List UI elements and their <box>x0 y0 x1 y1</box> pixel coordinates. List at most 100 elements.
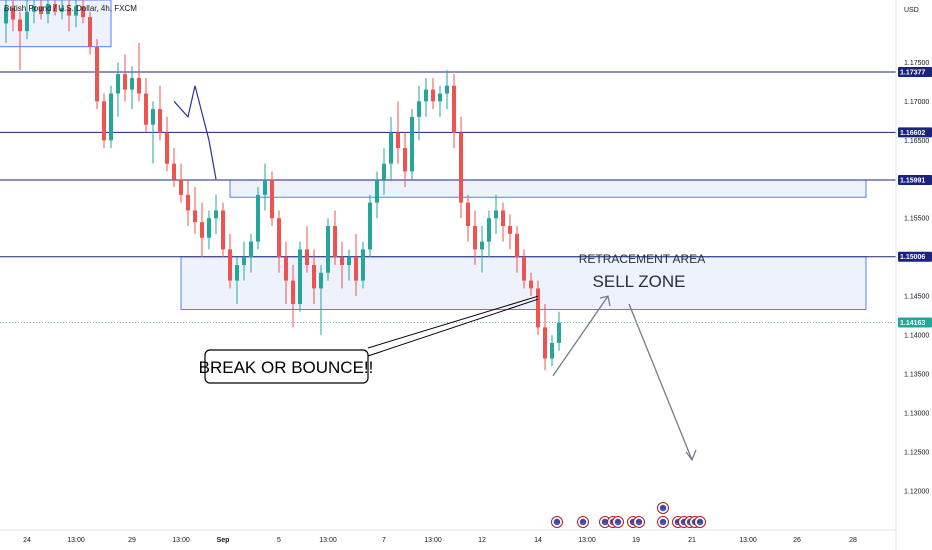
event-flag-center <box>635 518 643 526</box>
candle <box>466 194 470 242</box>
callout-frame <box>204 349 369 384</box>
candle <box>109 85 113 149</box>
event-flag-icon[interactable] <box>577 516 589 528</box>
event-flag-center <box>696 518 704 526</box>
event-flag-icon[interactable] <box>551 516 563 528</box>
candle-body <box>186 194 190 211</box>
economic-events[interactable] <box>551 502 706 528</box>
candle <box>25 0 29 39</box>
candle-body <box>340 257 344 265</box>
candle-body <box>53 3 57 12</box>
candle <box>340 241 344 289</box>
level-label: 1.17377 <box>900 69 925 76</box>
candle-body <box>515 233 519 258</box>
candle-body <box>536 288 540 328</box>
candle-body <box>480 241 484 250</box>
candle-body <box>368 202 372 250</box>
candle-body <box>375 179 379 203</box>
candle-body <box>431 89 435 102</box>
candle-body <box>74 6 78 16</box>
candle-body <box>109 93 113 141</box>
callout-pointer-b <box>367 298 539 357</box>
candle <box>459 116 463 219</box>
candle-body <box>494 210 498 219</box>
candle-body <box>487 218 491 242</box>
candle <box>235 257 239 304</box>
event-flag-icon[interactable] <box>694 516 706 528</box>
candle-body <box>459 132 463 203</box>
y-tick-label: 1.15500 <box>904 216 929 223</box>
candle-body <box>312 265 316 289</box>
candle-body <box>396 132 400 149</box>
y-tick-label: 1.12000 <box>904 489 929 496</box>
candle <box>543 303 547 371</box>
up-arrow-head <box>599 295 611 307</box>
x-tick-label: 13:00 <box>67 537 85 544</box>
candle-body <box>445 85 449 94</box>
level-labels: 1.17377 1.16602 1.15991 1.15006 1.14163 <box>898 66 932 328</box>
candle <box>445 70 449 110</box>
candle <box>326 218 330 281</box>
candle <box>270 171 274 227</box>
callout-pointer-a <box>367 295 539 349</box>
candle <box>333 210 337 265</box>
event-flag-icon[interactable] <box>612 516 624 528</box>
event-flag-center <box>659 504 667 512</box>
event-flag-icon[interactable] <box>657 502 669 514</box>
candle <box>179 163 183 203</box>
candle-body <box>354 257 358 281</box>
candle <box>74 0 78 28</box>
event-flag-icon[interactable] <box>633 516 645 528</box>
candle-body <box>452 85 456 133</box>
candle <box>53 0 57 16</box>
candle-body <box>557 322 561 343</box>
candle-body <box>221 210 225 250</box>
candle <box>144 77 148 133</box>
candle <box>557 311 561 351</box>
candle <box>431 77 435 110</box>
level-label: 1.16602 <box>900 130 925 137</box>
candle-body <box>67 7 71 16</box>
y-tick-label: 1.14000 <box>904 333 929 340</box>
candle-body <box>410 116 414 172</box>
x-tick-label: 14 <box>534 537 542 544</box>
event-flag-center <box>553 518 561 526</box>
event-flag-center <box>614 518 622 526</box>
candle <box>186 179 190 227</box>
x-tick-label: 13:00 <box>172 537 190 544</box>
x-tick-label: 7 <box>382 537 386 544</box>
candle <box>389 116 393 180</box>
candle-body <box>347 257 351 265</box>
candle <box>228 233 232 289</box>
candle <box>18 11 22 71</box>
candle <box>368 194 372 258</box>
candle <box>32 0 36 24</box>
y-tick-label: 1.17500 <box>904 60 929 67</box>
candle <box>116 62 120 117</box>
down-arrow-head <box>685 449 697 462</box>
candle <box>165 116 169 172</box>
candle <box>494 194 498 234</box>
candle <box>158 85 162 141</box>
x-tick-label: Sep <box>217 537 230 544</box>
candle-body <box>116 74 120 94</box>
candle <box>529 272 533 297</box>
level-label-bg <box>898 174 932 185</box>
candle <box>361 241 365 289</box>
candle-body <box>522 257 526 281</box>
y-axis-background <box>896 0 932 550</box>
y-tick-label: 1.13500 <box>904 372 929 379</box>
x-tick-label: 24 <box>23 537 31 544</box>
candle-body <box>550 342 554 359</box>
candle-body <box>284 257 288 281</box>
candle <box>242 241 246 281</box>
event-flag-icon[interactable] <box>657 516 669 528</box>
candle-body <box>438 93 442 102</box>
candle <box>200 202 204 258</box>
candle-body <box>277 218 281 258</box>
candle-body <box>263 179 267 195</box>
candle <box>60 0 64 20</box>
candle <box>277 210 281 273</box>
candle-body <box>529 280 533 289</box>
